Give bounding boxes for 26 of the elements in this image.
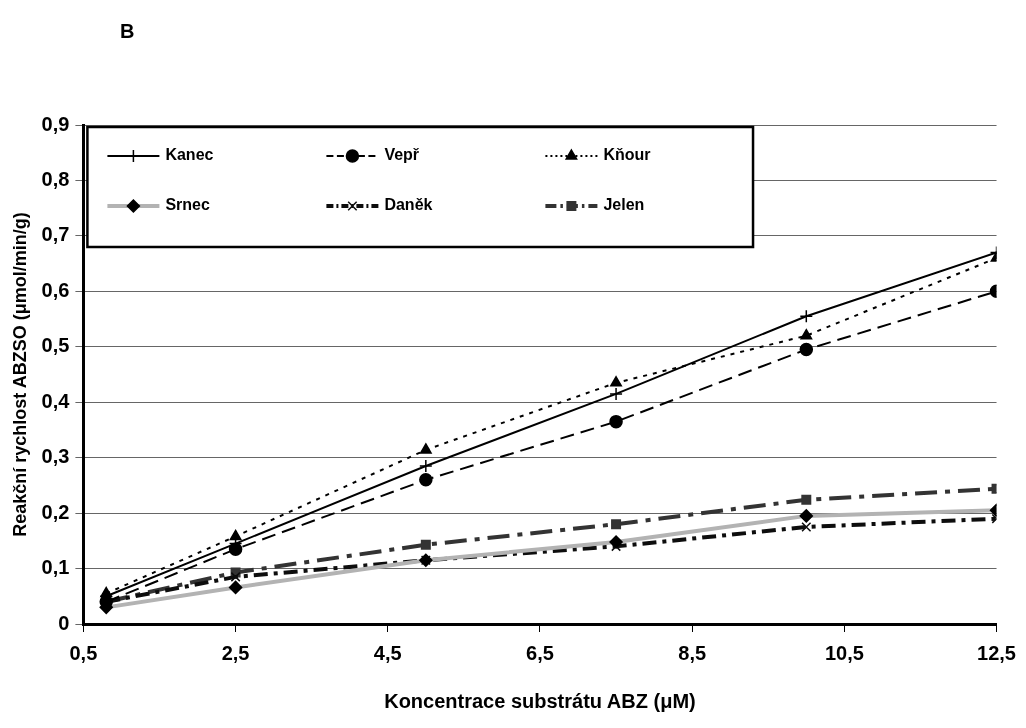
legend-label: Kanec bbox=[165, 146, 214, 164]
y-tick-label: 0,7 bbox=[41, 223, 70, 246]
y-tick-label: 0 bbox=[58, 611, 70, 634]
x-tick-label: 0,5 bbox=[69, 641, 98, 664]
legend-label: Jelen bbox=[603, 196, 645, 214]
legend-label: Kňour bbox=[603, 146, 651, 164]
x-tick-label: 12,5 bbox=[977, 641, 1017, 664]
y-tick-label: 0,2 bbox=[41, 500, 70, 523]
chart-title: B bbox=[120, 20, 135, 43]
y-tick-label: 0,9 bbox=[41, 112, 70, 135]
legend-label: Srnec bbox=[165, 196, 210, 214]
y-tick-label: 0,3 bbox=[41, 445, 70, 468]
y-tick-label: 0,6 bbox=[41, 278, 70, 301]
y-tick-label: 0,4 bbox=[41, 389, 71, 412]
legend-label: Vepř bbox=[384, 146, 420, 164]
y-tick-label: 0,5 bbox=[41, 334, 70, 357]
y-tick-label: 0,8 bbox=[41, 167, 70, 190]
y-axis-title: Reakční rychlost ABZSO (μmol/min/g) bbox=[9, 212, 30, 537]
x-tick-label: 4,5 bbox=[373, 641, 402, 664]
y-tick-label: 0,1 bbox=[41, 556, 70, 579]
x-tick-label: 10,5 bbox=[824, 641, 864, 664]
x-tick-label: 6,5 bbox=[526, 641, 554, 664]
x-tick-label: 8,5 bbox=[678, 641, 707, 664]
legend-label: Daněk bbox=[384, 196, 433, 214]
x-tick-label: 2,5 bbox=[221, 641, 250, 664]
x-axis-title: Koncentrace substrátu ABZ (μM) bbox=[384, 689, 696, 712]
